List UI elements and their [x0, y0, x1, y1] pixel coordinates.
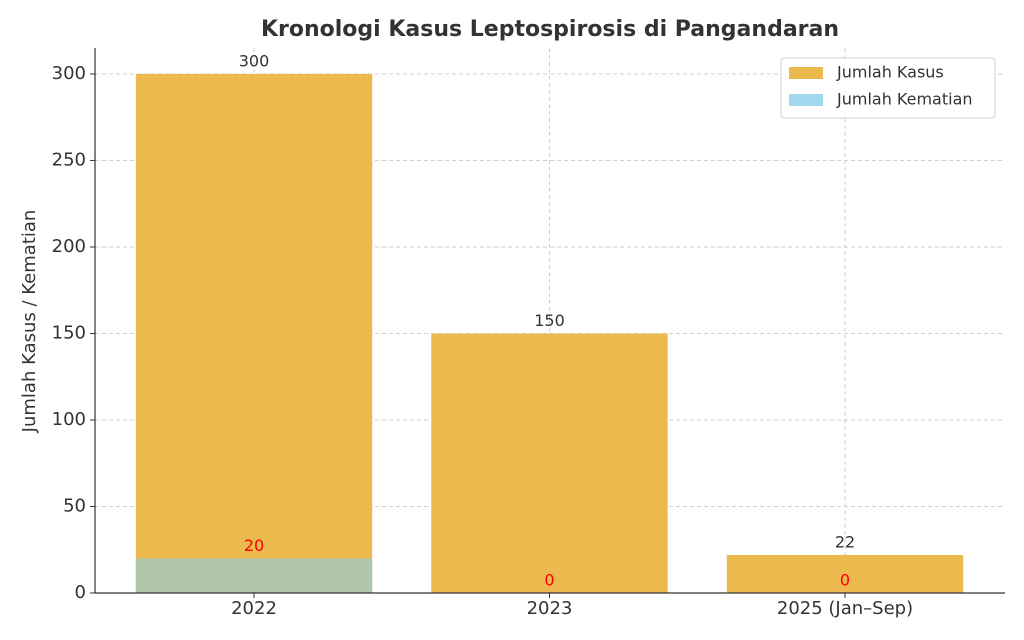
value-label: 0 [544, 571, 554, 590]
value-label: 22 [835, 532, 855, 551]
chart-title: Kronologi Kasus Leptospirosis di Pangand… [261, 17, 839, 42]
legend-label: Jumlah Kematian [836, 90, 973, 109]
value-label: 300 [239, 51, 270, 70]
bar [726, 554, 964, 593]
bar [135, 558, 373, 593]
x-tick-label: 2025 (Jan–Sep) [777, 598, 913, 619]
legend-label: Jumlah Kasus [836, 63, 944, 82]
y-tick-label: 300 [52, 63, 86, 84]
legend-box [780, 57, 996, 119]
y-tick-label: 50 [63, 495, 86, 516]
value-label: 20 [244, 536, 264, 555]
y-tick-label: 100 [52, 409, 86, 430]
y-tick-label: 250 [52, 149, 86, 170]
value-label: 0 [840, 571, 850, 590]
y-tick-label: 200 [52, 236, 86, 257]
legend-swatch [789, 94, 823, 106]
legend-swatch [789, 67, 823, 79]
bar [135, 73, 373, 593]
value-label: 150 [534, 311, 565, 330]
y-tick-label: 150 [52, 322, 86, 343]
x-tick-label: 2022 [231, 598, 277, 619]
y-tick-label: 0 [75, 582, 86, 603]
y-axis-label: Jumlah Kasus / Kematian [19, 210, 40, 434]
bar [431, 333, 668, 593]
legend: Jumlah Kasus Jumlah Kematian [780, 57, 996, 119]
x-tick-label: 2023 [527, 598, 573, 619]
